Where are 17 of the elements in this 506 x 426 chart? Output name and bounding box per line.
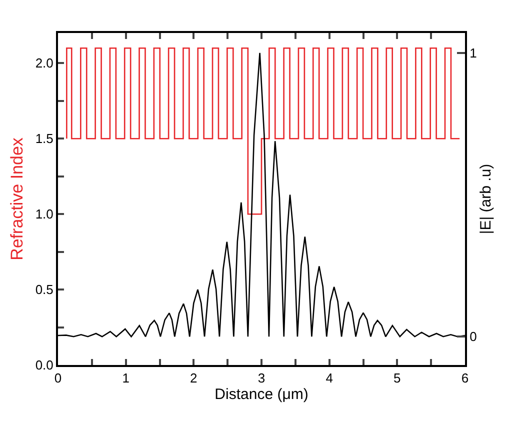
x-tick-label: 3 xyxy=(258,370,266,386)
y2-tick-label: 1 xyxy=(470,45,477,60)
y2-tick-label: 0 xyxy=(470,329,477,344)
x-axis-title: Distance (μm) xyxy=(214,386,308,404)
y-tick-label: 0.5 xyxy=(35,282,54,298)
y-tick-label: 0.0 xyxy=(35,358,54,373)
x-tick-label: 1 xyxy=(122,370,130,386)
x-tick-label: 5 xyxy=(394,370,401,386)
y-tick-label: 1.0 xyxy=(35,206,54,222)
y-tick-label: 2.0 xyxy=(35,56,54,71)
x-tick-label: 0 xyxy=(54,370,62,386)
x-tick-label: 4 xyxy=(326,370,333,386)
y-tick-label: 1.5 xyxy=(35,131,54,146)
x-tick-label: 2 xyxy=(190,370,198,386)
y-axis-title: Refractive Index xyxy=(7,137,26,260)
x-tick-label: 6 xyxy=(461,370,469,386)
y2-axis-title: |E| (arb .u) xyxy=(477,164,494,234)
